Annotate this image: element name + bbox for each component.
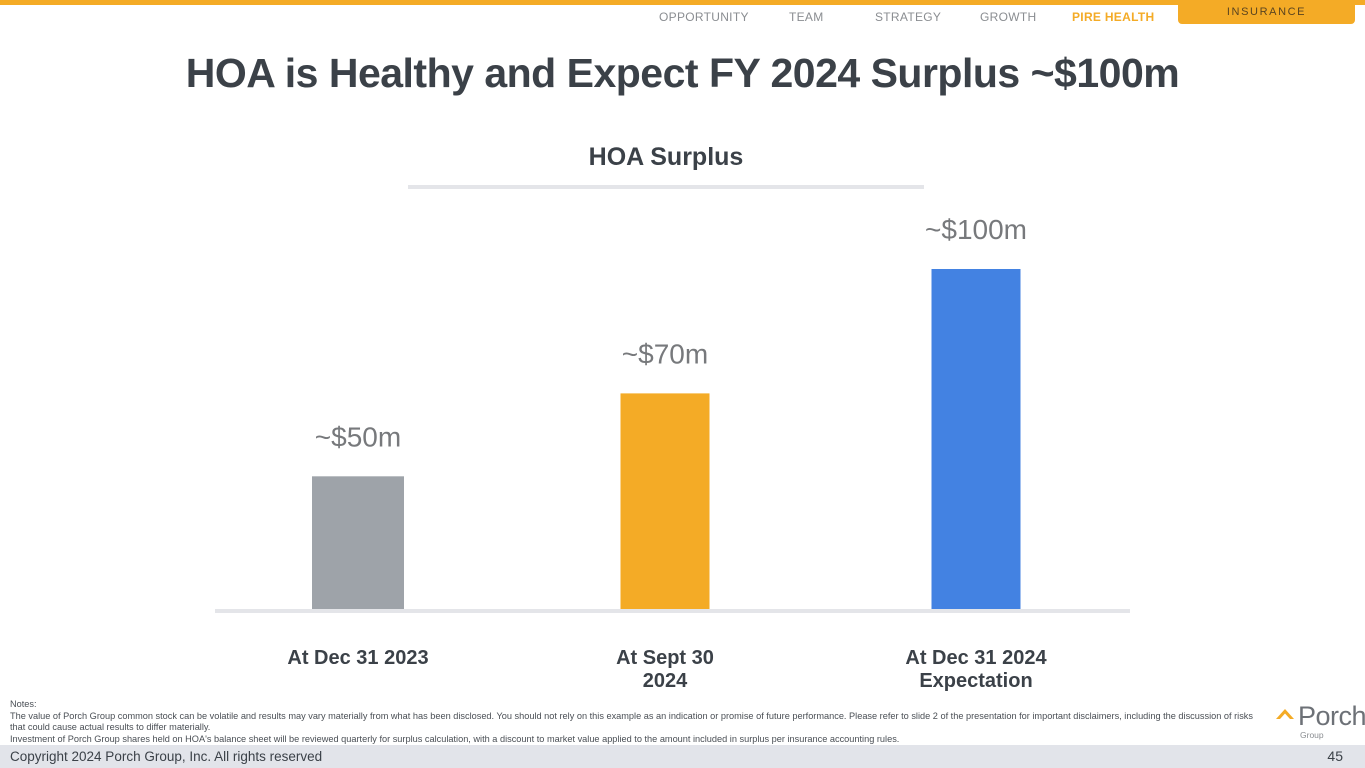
x-axis-line bbox=[215, 609, 1130, 613]
nav-item-pire-health[interactable]: PIRE HEALTH bbox=[1072, 10, 1155, 24]
logo-wordmark: Porch bbox=[1298, 701, 1365, 731]
x-tick-label-line: At Sept 30 bbox=[616, 647, 714, 669]
notes: Notes: The value of Porch Group common s… bbox=[10, 699, 1270, 745]
slide-title: HOA is Healthy and Expect FY 2024 Surplu… bbox=[185, 50, 1180, 96]
section-nav: OPPORTUNITY TEAM STRATEGY GROWTH PIRE HE… bbox=[0, 10, 1365, 26]
nav-item-strategy[interactable]: STRATEGY bbox=[875, 10, 942, 24]
x-tick-label-3: At Dec 31 2024 Expectation bbox=[856, 647, 1096, 693]
data-label-3: ~$100m bbox=[925, 214, 1027, 245]
bar-chart: ~$50m ~$70m ~$100m bbox=[215, 214, 1130, 613]
x-tick-label-1: At Dec 31 2023 bbox=[238, 647, 478, 670]
porch-group-logo: Porch Group bbox=[1276, 701, 1365, 741]
chart-title: HOA Surplus bbox=[588, 143, 744, 171]
x-tick-label-line: At Dec 31 2023 bbox=[287, 647, 429, 669]
x-tick-label-line: 2024 bbox=[642, 670, 688, 692]
bar-2 bbox=[620, 393, 710, 609]
roof-chevron-icon bbox=[1276, 709, 1294, 719]
x-tick-label-2: At Sept 30 2024 bbox=[545, 647, 785, 693]
chart-title-underline bbox=[408, 185, 924, 189]
nav-tab-insurance[interactable]: INSURANCE bbox=[1178, 0, 1355, 24]
footer: Copyright 2024 Porch Group, Inc. All rig… bbox=[0, 745, 1365, 768]
top-accent-bar bbox=[0, 0, 1365, 5]
notes-heading: Notes: bbox=[10, 699, 37, 709]
nav-item-growth[interactable]: GROWTH bbox=[980, 10, 1037, 24]
nav-item-team[interactable]: TEAM bbox=[789, 10, 824, 24]
data-label-2: ~$70m bbox=[622, 338, 708, 369]
x-tick-label-line: Expectation bbox=[919, 670, 1033, 692]
x-tick-label-line: At Dec 31 2024 bbox=[905, 647, 1047, 669]
nav-item-opportunity[interactable]: OPPORTUNITY bbox=[659, 10, 749, 24]
notes-line-1: The value of Porch Group common stock ca… bbox=[10, 710, 1253, 733]
bar-1 bbox=[312, 476, 404, 609]
bar-3 bbox=[931, 269, 1021, 609]
copyright-text: Copyright 2024 Porch Group, Inc. All rig… bbox=[10, 749, 323, 764]
notes-line-2: Investment of Porch Group shares held on… bbox=[10, 733, 900, 744]
logo-subtext: Group bbox=[1300, 730, 1324, 740]
data-label-1: ~$50m bbox=[315, 421, 401, 452]
page-number: 45 bbox=[1327, 748, 1343, 764]
